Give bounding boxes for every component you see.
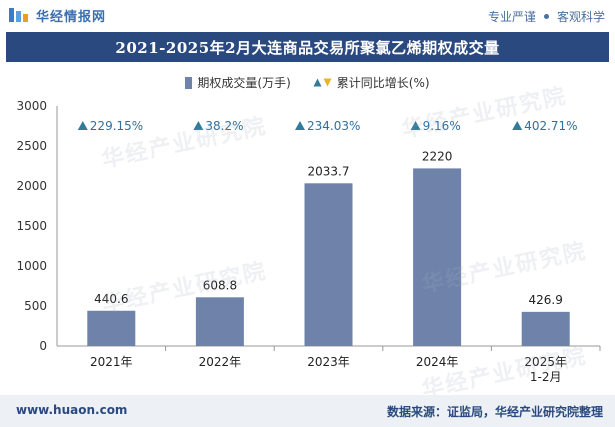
growth-up-arrow <box>512 121 523 130</box>
legend-item-volume: 期权成交量(万手) <box>185 74 291 91</box>
huajing-logo-icon <box>9 8 28 22</box>
legend-label-volume: 期权成交量(万手) <box>197 76 291 90</box>
growth-label: 402.71% <box>524 119 577 133</box>
title-bar: 2021-2025年2月大连商品交易所聚氯乙烯期权成交量 <box>6 32 609 62</box>
y-tick-label: 2500 <box>16 139 47 153</box>
footer: www.huaon.com 数据来源：证监局，华经产业研究院整理 <box>0 395 615 427</box>
y-tick-label: 0 <box>39 339 47 353</box>
footer-url: www.huaon.com <box>16 403 128 417</box>
legend-down-arrow-icon <box>323 78 332 87</box>
growth-label: 234.03% <box>307 119 360 133</box>
growth-label: 38.2% <box>205 119 243 133</box>
legend-arrows <box>313 78 332 87</box>
legend: 期权成交量(万手) 累计同比增长(%) <box>0 74 615 91</box>
growth-up-arrow <box>410 121 421 130</box>
bar <box>304 183 353 346</box>
y-tick-label: 1500 <box>16 219 47 233</box>
bar <box>413 168 462 346</box>
y-tick-label: 2000 <box>16 179 47 193</box>
x-tick-label: 2022年 <box>199 355 242 369</box>
slogan-left: 专业严谨 <box>487 10 536 24</box>
growth-up-arrow <box>295 121 305 130</box>
slogan-dot-icon <box>543 14 549 19</box>
header-bar: 华经情报网 专业严谨 客观科学 <box>0 0 615 30</box>
legend-swatch-bar <box>185 76 193 89</box>
bar-value-label: 440.6 <box>94 292 128 306</box>
site-name: 华经情报网 <box>36 10 107 25</box>
bar-value-label: 2220 <box>422 149 453 163</box>
legend-up-arrow-icon <box>313 78 322 87</box>
growth-label: 229.15% <box>90 119 143 133</box>
growth-label: 9.16% <box>423 119 461 133</box>
bar-value-label: 608.8 <box>203 278 237 292</box>
legend-label-growth: 累计同比增长(%) <box>336 76 430 90</box>
y-tick-label: 500 <box>24 299 47 313</box>
slogan: 专业严谨 客观科学 <box>488 8 605 25</box>
bar-chart: 0 500 1000 1500 2000 2500 3000 440.6 2021年 229.15… <box>16 99 601 384</box>
bar-value-label: 2033.7 <box>308 164 350 178</box>
growth-up-arrow <box>77 121 88 130</box>
legend-item-growth: 累计同比增长(%) <box>313 74 430 91</box>
x-tick-label: 2023年 <box>307 355 350 369</box>
bar-value-label: 426.9 <box>529 293 563 307</box>
bar <box>87 310 136 346</box>
y-tick-label: 3000 <box>16 99 47 113</box>
chart-title: 2021-2025年2月大连商品交易所聚氯乙烯期权成交量 <box>115 38 500 57</box>
x-tick-label: 2024年 <box>416 355 459 369</box>
slogan-right: 客观科学 <box>556 10 605 24</box>
bar <box>195 297 244 346</box>
x-tick-label: 2021年 <box>90 355 133 369</box>
x-tick-label: 2025年 1-2月 <box>524 355 567 384</box>
bar <box>521 311 570 346</box>
footer-source: 数据来源：证监局，华经产业研究院整理 <box>386 405 603 419</box>
growth-up-arrow <box>193 121 204 130</box>
y-tick-label: 1000 <box>16 259 47 273</box>
